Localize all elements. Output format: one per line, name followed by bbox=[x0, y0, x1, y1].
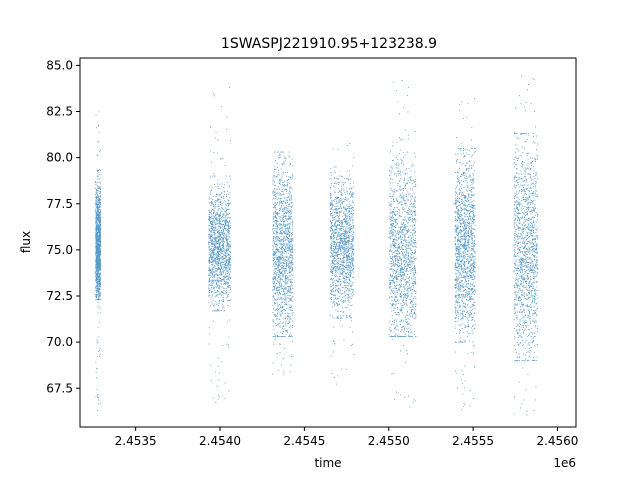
y-tick-label: 77.5 bbox=[46, 197, 73, 211]
x-tick-label: 2.4535 bbox=[115, 434, 157, 448]
x-tick-label: 2.4545 bbox=[283, 434, 325, 448]
x-tick-label: 2.4555 bbox=[452, 434, 494, 448]
x-axis: 2.4535 2.4540 2.4545 2.4550 2.4555 2.4560 bbox=[115, 427, 578, 448]
y-tick-label: 82.5 bbox=[46, 105, 73, 119]
y-axis-label: flux bbox=[19, 231, 33, 253]
y-tick-label: 70.0 bbox=[46, 335, 73, 349]
y-tick-label: 85.0 bbox=[46, 58, 73, 72]
flux-scatter-points bbox=[95, 76, 538, 416]
y-tick-label: 67.5 bbox=[46, 381, 73, 395]
y-tick-label: 75.0 bbox=[46, 243, 73, 257]
y-tick-label: 80.0 bbox=[46, 151, 73, 165]
y-axis: 67.5 70.0 72.5 75.0 77.5 80.0 82.5 85.0 bbox=[46, 58, 80, 395]
x-tick-label: 2.4550 bbox=[368, 434, 410, 448]
data-points bbox=[95, 76, 538, 416]
x-tick-label: 2.4540 bbox=[199, 434, 241, 448]
y-tick-label: 72.5 bbox=[46, 289, 73, 303]
x-tick-label: 2.4560 bbox=[536, 434, 578, 448]
plot-frame bbox=[79, 57, 577, 428]
chart-title: 1SWASPJ221910.95+123238.9 bbox=[221, 36, 437, 52]
x-axis-label: time bbox=[314, 456, 341, 470]
x-axis-offset-label: 1e6 bbox=[553, 456, 576, 470]
